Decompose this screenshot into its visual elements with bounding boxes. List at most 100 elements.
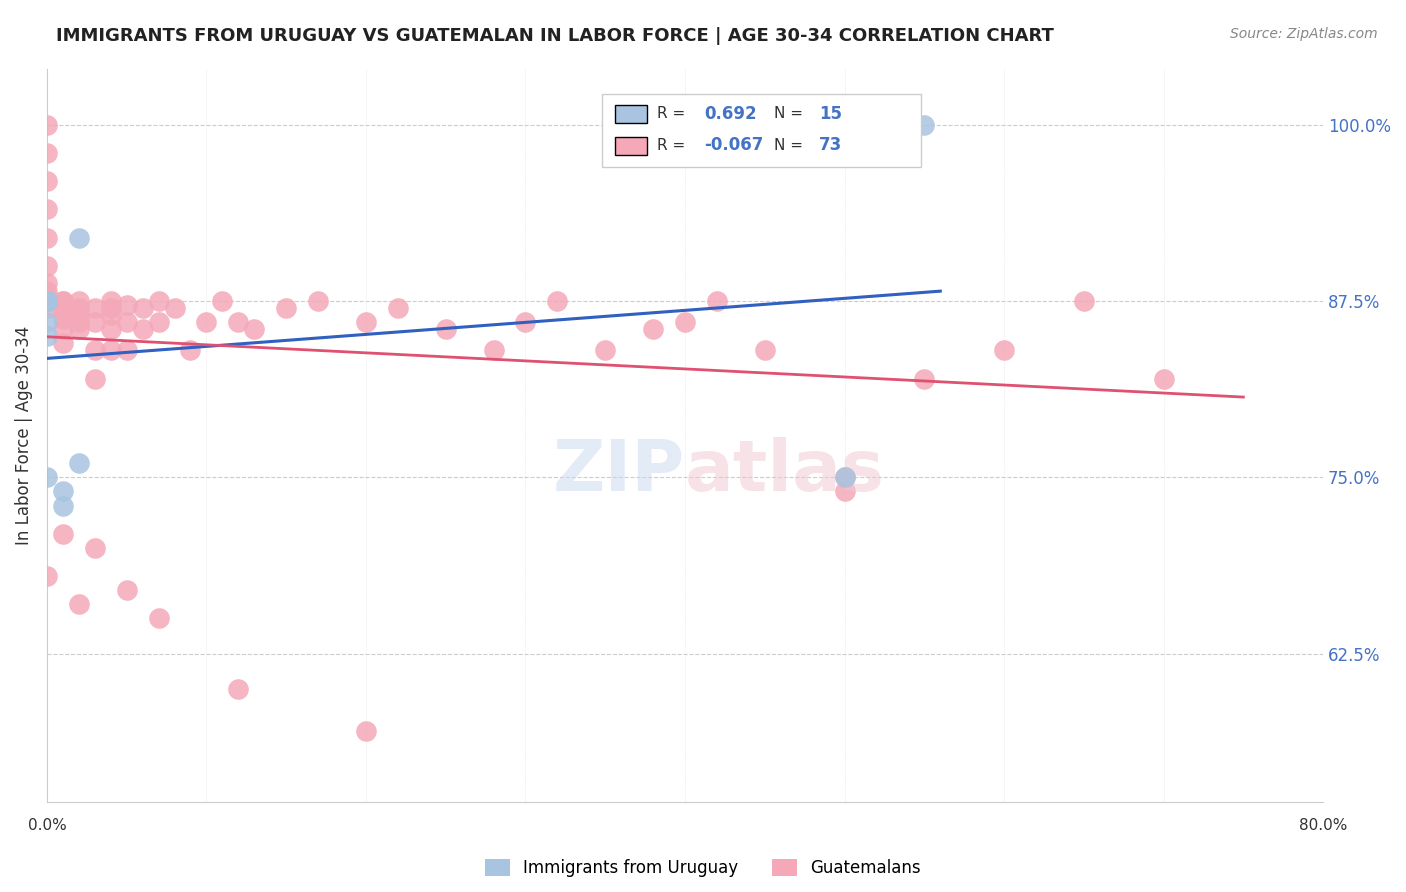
Point <box>67 230 90 244</box>
Text: Source: ZipAtlas.com: Source: ZipAtlas.com <box>1230 27 1378 41</box>
Point <box>912 118 935 132</box>
Point <box>67 315 90 329</box>
Point <box>276 301 298 315</box>
Point <box>52 294 75 309</box>
Text: ZIP: ZIP <box>553 437 685 506</box>
Point <box>83 343 105 358</box>
Point <box>115 583 138 598</box>
Point <box>834 484 856 499</box>
Point <box>131 301 153 315</box>
Point <box>35 294 58 309</box>
Point <box>52 336 75 351</box>
Point <box>35 569 58 583</box>
Point <box>35 294 58 309</box>
FancyBboxPatch shape <box>602 95 921 168</box>
Point <box>546 294 568 309</box>
Point <box>35 329 58 343</box>
Point <box>354 724 377 739</box>
Text: -0.067: -0.067 <box>704 136 763 154</box>
Point <box>83 541 105 555</box>
Text: atlas: atlas <box>685 437 884 506</box>
Point <box>195 315 218 329</box>
Point <box>83 301 105 315</box>
Point <box>83 315 105 329</box>
Point <box>35 285 58 299</box>
Point <box>228 681 250 696</box>
Point <box>243 322 266 336</box>
Text: 0.0%: 0.0% <box>28 819 66 833</box>
Point <box>67 597 90 611</box>
Text: 0.692: 0.692 <box>704 105 756 123</box>
Point <box>35 230 58 244</box>
Point <box>100 294 122 309</box>
Point <box>35 294 58 309</box>
Point <box>834 470 856 484</box>
Point <box>52 322 75 336</box>
Point <box>35 294 58 309</box>
Text: 73: 73 <box>820 136 842 154</box>
Point <box>35 259 58 273</box>
Point <box>179 343 201 358</box>
Point <box>1153 371 1175 385</box>
Point <box>482 343 505 358</box>
Point <box>52 499 75 513</box>
Point <box>35 315 58 329</box>
Text: N =: N = <box>775 138 803 153</box>
Point <box>643 322 665 336</box>
Point <box>35 290 58 304</box>
Point <box>754 343 776 358</box>
Text: IMMIGRANTS FROM URUGUAY VS GUATEMALAN IN LABOR FORCE | AGE 30-34 CORRELATION CHA: IMMIGRANTS FROM URUGUAY VS GUATEMALAN IN… <box>56 27 1054 45</box>
Text: R =: R = <box>657 106 685 121</box>
Point <box>307 294 329 309</box>
Point <box>67 301 90 315</box>
Point <box>115 298 138 312</box>
Point <box>67 294 90 309</box>
Point <box>35 174 58 188</box>
Point <box>434 322 457 336</box>
Point <box>35 294 58 309</box>
Point <box>35 276 58 290</box>
Legend: Immigrants from Uruguay, Guatemalans: Immigrants from Uruguay, Guatemalans <box>478 852 928 884</box>
Point <box>354 315 377 329</box>
Point <box>148 294 170 309</box>
Point <box>148 315 170 329</box>
Text: N =: N = <box>775 106 803 121</box>
Point <box>148 611 170 625</box>
Point <box>83 371 105 385</box>
Text: 80.0%: 80.0% <box>1299 819 1347 833</box>
Point <box>35 202 58 217</box>
Point <box>912 371 935 385</box>
Point <box>67 322 90 336</box>
Point <box>35 294 58 309</box>
Point <box>67 308 90 322</box>
Point <box>52 304 75 318</box>
Point <box>211 294 233 309</box>
Point <box>52 484 75 499</box>
Point <box>35 146 58 161</box>
Point <box>35 294 58 309</box>
Y-axis label: In Labor Force | Age 30-34: In Labor Force | Age 30-34 <box>15 326 32 545</box>
Point <box>387 301 409 315</box>
Text: 15: 15 <box>820 105 842 123</box>
Point <box>100 322 122 336</box>
Text: R =: R = <box>657 138 685 153</box>
Point <box>35 470 58 484</box>
Point <box>993 343 1015 358</box>
Point <box>1073 294 1095 309</box>
Point <box>834 470 856 484</box>
Point <box>115 315 138 329</box>
Point <box>228 315 250 329</box>
Point <box>52 312 75 326</box>
Point <box>52 526 75 541</box>
Point <box>35 301 58 315</box>
Point <box>67 456 90 470</box>
Point <box>52 298 75 312</box>
Point <box>35 118 58 132</box>
FancyBboxPatch shape <box>614 105 647 123</box>
Point <box>163 301 186 315</box>
Point <box>100 308 122 322</box>
Point <box>593 343 616 358</box>
Point <box>100 343 122 358</box>
Point <box>52 294 75 309</box>
Point <box>515 315 537 329</box>
